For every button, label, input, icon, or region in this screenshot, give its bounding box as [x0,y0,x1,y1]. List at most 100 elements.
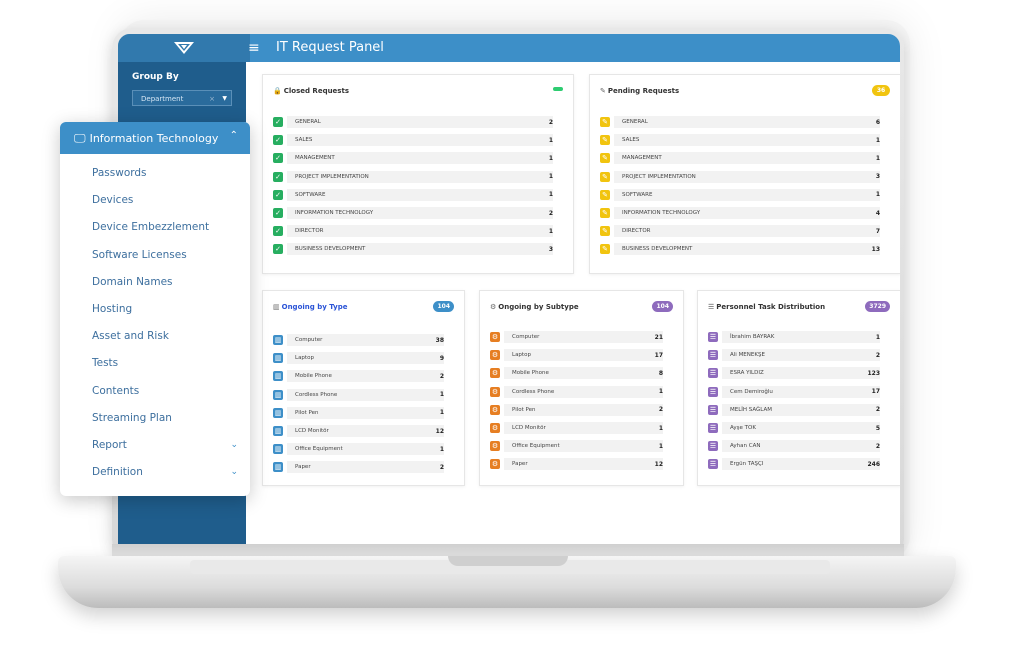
list-item[interactable]: ✎ SOFTWARE 1 [600,186,880,204]
list-item-value: 1 [658,424,663,432]
closed-requests-card: 🔒 Closed Requests ✓ GENERAL 2 ✓ SALES 1 ✓ MANAGE… [262,74,574,274]
list-item-label: Computer [512,334,540,341]
count-badge: 36 [872,85,890,96]
list-item[interactable]: ✓ SALES 1 [273,131,553,149]
list-item[interactable]: ▥ Mobile Phone 2 [273,367,444,385]
clear-icon[interactable]: × [209,95,215,103]
list-item-label: İbrahim BAYRAK [730,334,775,341]
menu-item-software-licenses[interactable]: Software Licenses [60,242,250,269]
ongoing-by-subtype-title: ⚙ Ongoing by Subtype [490,303,579,311]
list-item[interactable]: ✎ INFORMATION TECHNOLOGY 4 [600,204,880,222]
list-icon: ☰ [708,386,718,397]
menu-item-label: Domain Names [92,275,173,288]
list-item[interactable]: ✎ SALES 1 [600,131,880,149]
list-item-value: 17 [871,388,880,396]
list-item[interactable]: ☰ Ayhan CAN 2 [708,437,880,455]
menu-item-asset-and-risk[interactable]: Asset and Risk [60,323,250,350]
list-item[interactable]: ✓ INFORMATION TECHNOLOGY 2 [273,204,553,222]
list-item[interactable]: ▥ LCD Monitör 12 [273,422,444,440]
personnel-task-title: ☰ Personnel Task Distribution [708,303,825,311]
list-item[interactable]: ✓ BUSINESS DEVELOPMENT 3 [273,240,553,258]
list-item-value: 5 [875,424,880,432]
chevron-up-icon[interactable]: ⌃ [229,130,238,141]
list-item[interactable]: ✎ MANAGEMENT 1 [600,149,880,167]
list-item[interactable]: ⚙ Office Equipment 1 [490,437,663,455]
list-item-label: Cem Demiroğlu [730,388,773,395]
menu-item-hosting[interactable]: Hosting [60,296,250,323]
list-item[interactable]: ✎ GENERAL 6 [600,113,880,131]
list-item[interactable]: ▥ Laptop 9 [273,349,444,367]
menu-item-label: Streaming Plan [92,411,172,424]
list-item[interactable]: ☰ ESRA YILDIZ 123 [708,364,880,382]
laptop-keyboard-edge [190,560,830,574]
monitor-icon: 🖵 [74,130,86,145]
list-item-label: INFORMATION TECHNOLOGY [295,210,374,217]
list-icon: ☰ [708,459,718,470]
list-item[interactable]: ⚙ Paper 12 [490,455,663,473]
menu-item-tests[interactable]: Tests [60,350,250,377]
list-item[interactable]: ☰ Cem Demiroğlu 17 [708,383,880,401]
list-item-value: 1 [658,442,663,450]
chevron-down-icon[interactable]: ⌄ [230,467,238,478]
list-item-label: Cordless Phone [512,388,555,395]
list-item[interactable]: ⚙ Laptop 17 [490,346,663,364]
menu-item-devices[interactable]: Devices [60,187,250,214]
list-item[interactable]: ⚙ LCD Monitör 1 [490,419,663,437]
list-item[interactable]: ✎ DIRECTOR 7 [600,222,880,240]
list-item-label: Office Equipment [295,446,343,453]
menu-item-contents[interactable]: Contents [60,378,250,405]
list-item[interactable]: ☰ İbrahim BAYRAK 1 [708,328,880,346]
list-item-label: Laptop [295,355,314,362]
list-item[interactable]: ✓ MANAGEMENT 1 [273,149,553,167]
list-item[interactable]: ⚙ Cordless Phone 1 [490,383,663,401]
list-item[interactable]: ✓ PROJECT IMPLEMENTATION 1 [273,168,553,186]
list-item-label: BUSINESS DEVELOPMENT [295,246,366,253]
row-background [287,406,444,419]
row-background [722,421,880,434]
menu-header[interactable]: 🖵 Information Technology ⌃ [60,122,250,154]
list-item[interactable]: ☰ MELİH SAĞLAM 2 [708,401,880,419]
list-item-value: 12 [654,460,663,468]
list-item-value: 1 [439,409,444,417]
list-item[interactable]: ⚙ Pilot Pen 2 [490,401,663,419]
check-icon: ✓ [273,117,283,128]
list-item-value: 2 [875,351,880,359]
list-item-label: BUSINESS DEVELOPMENT [622,246,693,253]
row-background [287,225,553,238]
row-background [504,349,663,362]
list-item[interactable]: ✓ GENERAL 2 [273,113,553,131]
list-item[interactable]: ✎ PROJECT IMPLEMENTATION 3 [600,168,880,186]
group-by-select[interactable]: Department × ▼ [132,90,232,106]
menu-item-streaming-plan[interactable]: Streaming Plan [60,405,250,432]
list-icon: ☰ [708,441,718,452]
list-item[interactable]: ▥ Computer 38 [273,331,444,349]
list-item[interactable]: ▥ Paper 2 [273,458,444,476]
menu-item-device-embezzlement[interactable]: Device Embezzlement [60,214,250,241]
hamburger-menu-icon[interactable]: ≡ [248,40,260,56]
list-item-value: 21 [654,333,663,341]
menu-item-domain-names[interactable]: Domain Names [60,269,250,296]
bar-chart-icon: ▥ [273,426,283,437]
list-item[interactable]: ☰ Ergün TAŞÇI 246 [708,455,880,473]
chevron-down-icon[interactable]: ▼ [222,95,227,102]
menu-item-report[interactable]: Report ⌄ [60,432,250,459]
list-item[interactable]: ▥ Office Equipment 1 [273,440,444,458]
menu-item-definition[interactable]: Definition ⌄ [60,459,250,486]
row-background [614,206,880,219]
bar-chart-icon: ▥ [273,444,283,455]
logo[interactable] [118,34,250,62]
chevron-down-icon[interactable]: ⌄ [230,439,238,450]
menu-item-passwords[interactable]: Passwords [60,160,250,187]
list-item-value: 1 [875,154,880,162]
list-item[interactable]: ⚙ Computer 21 [490,328,663,346]
list-item[interactable]: ▥ Cordless Phone 1 [273,386,444,404]
row-background [287,134,553,147]
list-item[interactable]: ✓ SOFTWARE 1 [273,186,553,204]
list-item[interactable]: ▥ Pilot Pen 1 [273,404,444,422]
list-item[interactable]: ✓ DIRECTOR 1 [273,222,553,240]
list-item[interactable]: ✎ BUSINESS DEVELOPMENT 13 [600,240,880,258]
list-item-label: Pilot Pen [512,406,536,413]
list-item[interactable]: ☰ Ali MENEKŞE 2 [708,346,880,364]
list-item[interactable]: ☰ Ayşe TOK 5 [708,419,880,437]
list-item[interactable]: ⚙ Mobile Phone 8 [490,364,663,382]
